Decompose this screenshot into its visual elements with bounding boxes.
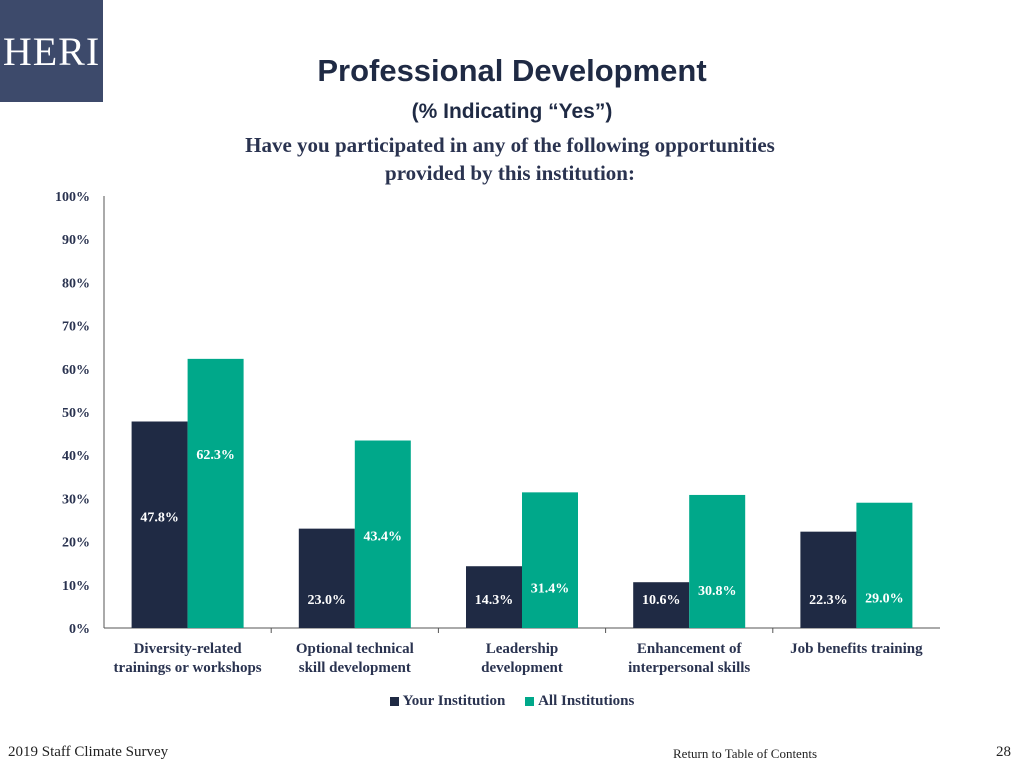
y-tick-label: 60% xyxy=(62,363,90,378)
x-category-label: Job benefits training xyxy=(790,641,923,657)
legend-swatch-all-institutions xyxy=(525,697,535,706)
x-category-label: Leadership xyxy=(486,641,559,657)
question-line-1: Have you participated in any of the foll… xyxy=(245,133,775,157)
bar-all-institutions xyxy=(689,494,746,628)
legend-item-your-institution: Your Institution xyxy=(389,693,506,710)
heri-logo: HERI xyxy=(0,0,103,102)
x-category-label: development xyxy=(481,660,563,676)
data-label: 23.0% xyxy=(308,593,347,608)
bar-your-institution xyxy=(633,582,690,628)
bar-your-institution xyxy=(466,566,522,628)
x-category-label: trainings or workshops xyxy=(114,660,262,676)
y-tick-label: 80% xyxy=(62,276,90,291)
legend-swatch-your-institution xyxy=(389,697,399,706)
data-label: 30.8% xyxy=(698,584,737,599)
y-tick-label: 10% xyxy=(62,579,90,594)
legend-item-all-institutions: All Institutions xyxy=(525,693,634,710)
data-label: 29.0% xyxy=(865,592,904,607)
toc-link[interactable]: Return to Table of Contents xyxy=(673,746,817,761)
bar-all-institutions xyxy=(856,502,913,628)
data-label: 47.8% xyxy=(140,511,179,526)
page-subtitle: (% Indicating “Yes”) xyxy=(411,100,613,123)
survey-question: Have you participated in any of the foll… xyxy=(160,131,860,187)
bar-all-institutions xyxy=(187,358,244,628)
y-tick-label: 90% xyxy=(62,233,90,248)
logo-text: HERI xyxy=(2,28,101,74)
data-label: 10.6% xyxy=(642,593,681,608)
bar-all-institutions xyxy=(522,492,578,628)
x-category-label: skill development xyxy=(299,660,411,676)
y-tick-label: 30% xyxy=(62,492,90,507)
bar-your-institution xyxy=(131,421,188,628)
y-tick-label: 70% xyxy=(62,320,90,335)
legend-label-your-institution: Your Institution xyxy=(402,693,506,709)
question-line-2: provided by this institution: xyxy=(385,161,635,185)
data-label: 14.3% xyxy=(475,593,514,608)
page-number: 28 xyxy=(996,744,1011,760)
y-tick-label: 50% xyxy=(62,406,90,421)
chart-legend: Your Institution All Institutions xyxy=(0,693,1024,711)
bar-your-institution xyxy=(800,531,857,628)
page-title: Professional Development xyxy=(317,53,707,88)
x-category-label: interpersonal skills xyxy=(628,660,750,676)
data-label: 31.4% xyxy=(531,581,570,596)
data-label: 22.3% xyxy=(809,593,848,608)
y-tick-label: 20% xyxy=(62,536,90,551)
survey-name: 2019 Staff Climate Survey xyxy=(8,744,169,760)
x-category-label: Enhancement of xyxy=(637,641,743,657)
bar-your-institution xyxy=(298,528,355,628)
y-tick-label: 0% xyxy=(69,622,90,637)
x-category-label: Diversity-related xyxy=(134,641,243,657)
data-label: 62.3% xyxy=(196,448,235,463)
y-tick-label: 100% xyxy=(55,190,90,205)
legend-label-all-institutions: All Institutions xyxy=(538,693,635,709)
x-category-label: Optional technical xyxy=(296,641,414,657)
bar-all-institutions xyxy=(354,440,411,628)
y-tick-label: 40% xyxy=(62,449,90,464)
data-label: 43.4% xyxy=(364,530,403,545)
